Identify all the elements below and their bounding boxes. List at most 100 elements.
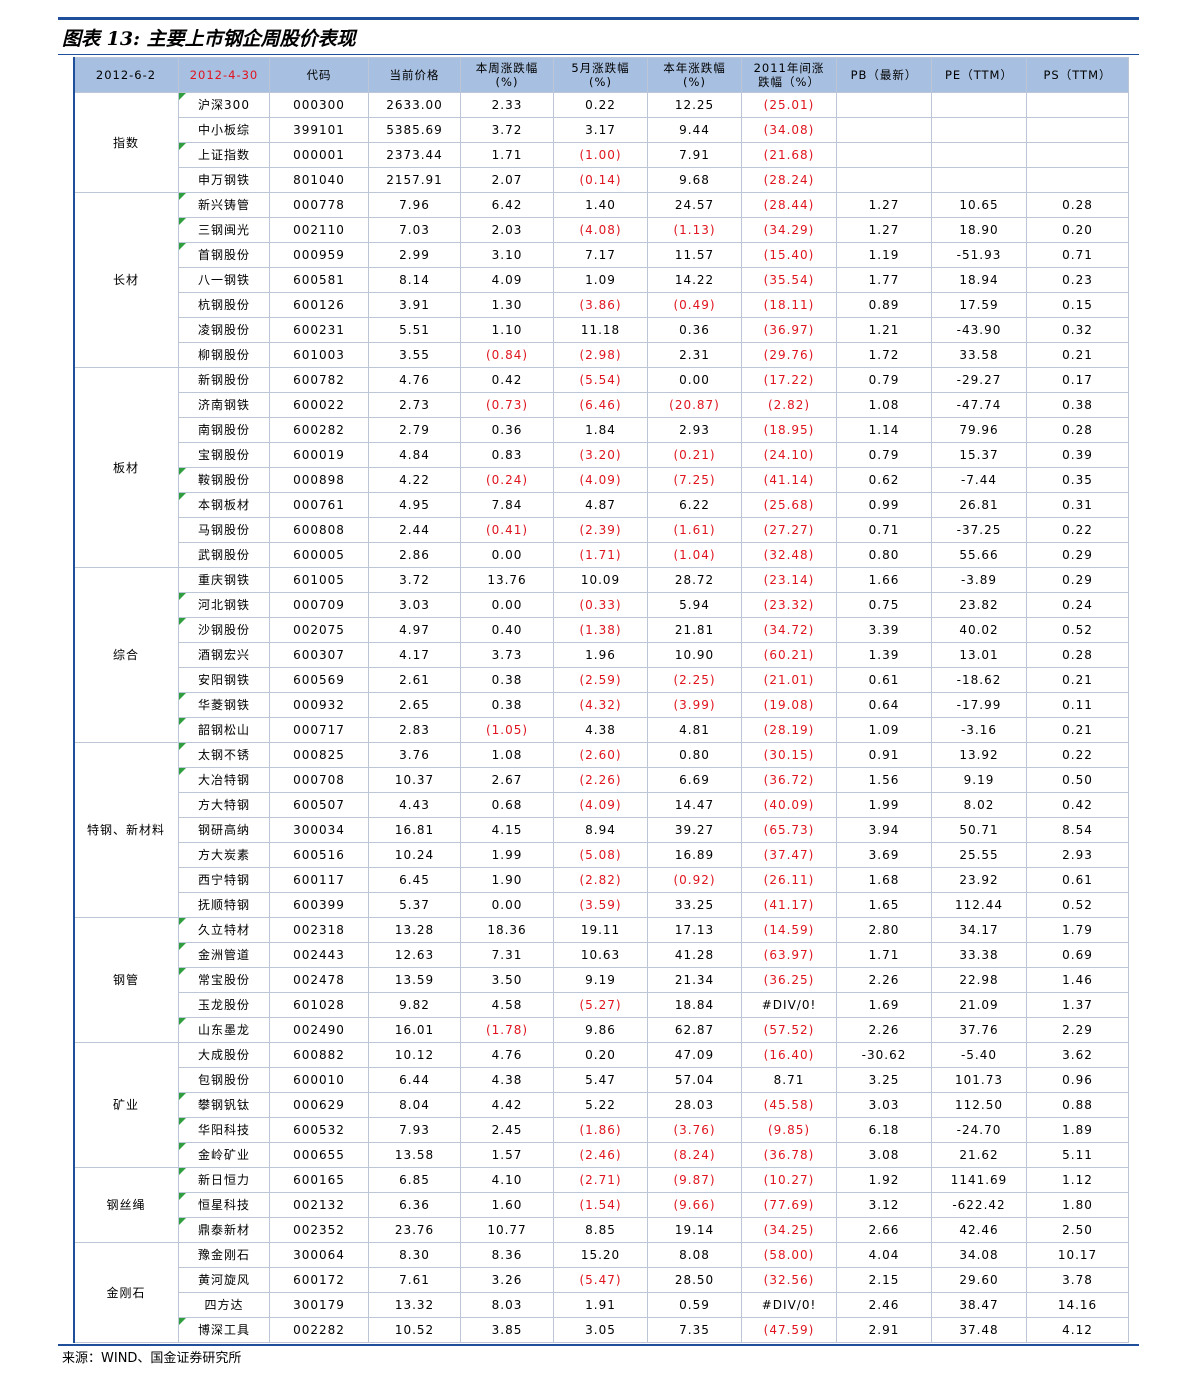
comment-marker-icon <box>179 193 186 200</box>
pb-value: 3.94 <box>836 817 932 843</box>
ps-value: 0.11 <box>1026 692 1129 718</box>
stock-name: 中小板综 <box>197 123 250 137</box>
table-row: 金洲管道 002443 12.63 7.31 10.63 41.28 (63.97) 1.71… <box>74 942 1129 968</box>
group-label: 指数 <box>73 92 179 193</box>
stock-name: 久立特材 <box>197 923 250 937</box>
table-row: 金岭矿业 000655 13.58 1.57 (2.46) (8.24) (36.78) 3.… <box>74 1142 1129 1168</box>
weekly-change: 4.58 <box>460 992 554 1018</box>
stock-name-cell: 包钢股份 <box>178 1067 270 1093</box>
current-price: 9.82 <box>368 992 461 1018</box>
ytd-change: 12.25 <box>647 92 742 118</box>
pb-value: 1.19 <box>836 242 932 268</box>
change-2011: (9.85) <box>741 1117 837 1143</box>
pb-value: 0.64 <box>836 692 932 718</box>
stock-code: 600172 <box>269 1267 369 1293</box>
ytd-change: 6.69 <box>647 767 742 793</box>
stock-name-cell: 宝钢股份 <box>178 442 270 468</box>
weekly-change: 4.15 <box>460 817 554 843</box>
pb-value: 1.27 <box>836 217 932 243</box>
table-row: 攀钢钒钛 000629 8.04 4.42 5.22 28.03 (45.58) 3.03 11… <box>74 1092 1129 1118</box>
stock-name: 杭钢股份 <box>197 298 250 312</box>
stock-name: 首钢股份 <box>197 248 250 262</box>
group-label: 特钢、新材料 <box>73 742 179 918</box>
pb-value: 2.15 <box>836 1267 932 1293</box>
monthly-change: (1.71) <box>553 542 648 568</box>
change-2011: (35.54) <box>741 267 837 293</box>
weekly-change: 1.57 <box>460 1142 554 1168</box>
table-row: 抚顺特钢 600399 5.37 0.00 (3.59) 33.25 (41.17) 1.65… <box>74 892 1129 918</box>
ps-value: 5.11 <box>1026 1142 1129 1168</box>
ps-value: 0.88 <box>1026 1092 1129 1118</box>
monthly-change: 1.09 <box>553 267 648 293</box>
stock-code: 000717 <box>269 717 369 743</box>
stock-name: 河北钢铁 <box>197 598 250 612</box>
weekly-change: 18.36 <box>460 917 554 943</box>
table-row: 特钢、新材料 太钢不锈 000825 3.76 1.08 (2.60) 0.80 (30.15… <box>73 742 1129 918</box>
stock-code: 801040 <box>269 167 369 193</box>
monthly-change: 10.09 <box>553 567 648 593</box>
current-price: 10.12 <box>368 1042 461 1068</box>
monthly-change: 10.63 <box>553 942 648 968</box>
weekly-change: 1.10 <box>460 317 554 343</box>
pe-value <box>931 92 1027 118</box>
stock-name-cell: 马钢股份 <box>178 517 270 543</box>
weekly-change: 4.38 <box>460 1067 554 1093</box>
stock-name-cell: 金岭矿业 <box>178 1142 270 1168</box>
stock-name: 常宝股份 <box>197 973 250 987</box>
change-2011: (34.29) <box>741 217 837 243</box>
stock-code: 300034 <box>269 817 369 843</box>
monthly-change: 1.96 <box>553 642 648 668</box>
table-row: 鼎泰新材 002352 23.76 10.77 8.85 19.14 (34.25) 2.66… <box>74 1217 1129 1243</box>
ytd-change: (7.25) <box>647 467 742 493</box>
stock-code: 600231 <box>269 317 369 343</box>
stock-name-cell: 鞍钢股份 <box>178 467 270 493</box>
current-price: 7.96 <box>368 192 461 218</box>
pb-value <box>836 167 932 193</box>
change-2011: (34.25) <box>741 1217 837 1243</box>
top-rule <box>58 17 1139 20</box>
change-2011: (34.08) <box>741 117 837 143</box>
pb-value <box>836 142 932 168</box>
stock-name-cell: 鼎泰新材 <box>178 1217 270 1243</box>
pb-value: 1.92 <box>836 1167 932 1193</box>
ps-value: 0.28 <box>1026 417 1129 443</box>
pe-value: 33.58 <box>931 342 1027 368</box>
weekly-change: 1.08 <box>460 742 554 768</box>
stock-name: 方大炭素 <box>197 848 250 862</box>
stock-code: 600307 <box>269 642 369 668</box>
current-price: 8.14 <box>368 267 461 293</box>
current-price: 7.03 <box>368 217 461 243</box>
ps-value <box>1026 92 1129 118</box>
ps-value <box>1026 142 1129 168</box>
table-row: 长材 新兴铸管 000778 7.96 6.42 1.40 24.57 (28.44) 1.27… <box>73 192 1129 368</box>
weekly-change: 1.30 <box>460 292 554 318</box>
pb-value: 0.75 <box>836 592 932 618</box>
change-2011: (32.48) <box>741 542 837 568</box>
current-price: 5.37 <box>368 892 461 918</box>
stock-name-cell: 八一钢铁 <box>178 267 270 293</box>
pe-value: -18.62 <box>931 667 1027 693</box>
change-2011: (16.40) <box>741 1042 837 1068</box>
stock-name: 凌钢股份 <box>197 323 250 337</box>
stock-name: 大冶特钢 <box>197 773 250 787</box>
current-price: 3.03 <box>368 592 461 618</box>
stock-code: 600808 <box>269 517 369 543</box>
stock-code: 600019 <box>269 442 369 468</box>
current-price: 16.01 <box>368 1017 461 1043</box>
table-row: 钢研高纳 300034 16.81 4.15 8.94 39.27 (65.73) 3.94 5… <box>74 817 1129 843</box>
comment-marker-icon <box>179 1168 186 1175</box>
pb-value: 1.27 <box>836 192 932 218</box>
pe-value: 37.76 <box>931 1017 1027 1043</box>
pe-value: -7.44 <box>931 467 1027 493</box>
ytd-change: (0.92) <box>647 867 742 893</box>
monthly-change: (2.46) <box>553 1142 648 1168</box>
weekly-change: 10.77 <box>460 1217 554 1243</box>
header-ytd-change: 本年涨跌幅 (%) <box>647 57 742 93</box>
stock-name: 太钢不锈 <box>197 748 250 762</box>
weekly-change: 2.33 <box>460 92 554 118</box>
stock-name: 南钢股份 <box>197 423 250 437</box>
stock-code: 002132 <box>269 1192 369 1218</box>
pe-value: 13.01 <box>931 642 1027 668</box>
pe-value: 22.98 <box>931 967 1027 993</box>
ytd-change: 41.28 <box>647 942 742 968</box>
